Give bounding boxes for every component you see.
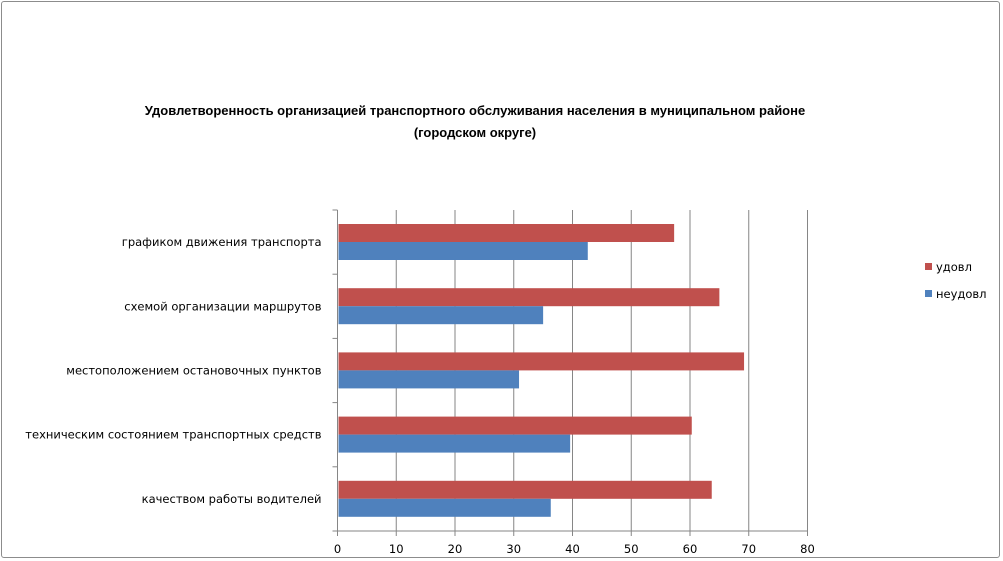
- x-tick-label: 30: [506, 542, 521, 556]
- bar-неудовл: [338, 498, 551, 517]
- legend-swatch-удовл: [925, 263, 932, 270]
- category-label: качеством работы водителей: [142, 492, 322, 506]
- bar-неудовл: [338, 434, 571, 453]
- legend-label: удовл: [936, 260, 972, 274]
- category-label: местоположением остановочных пунктов: [66, 364, 321, 378]
- bar-удовл: [338, 288, 720, 307]
- x-tick-label: 10: [389, 542, 404, 556]
- bar-удовл: [338, 224, 675, 242]
- x-tick-label: 70: [741, 542, 756, 556]
- chart-title-line-2: (городском округе): [413, 125, 537, 140]
- legend-label: неудовл: [936, 287, 987, 301]
- category-label: графиком движения транспорта: [122, 235, 322, 249]
- bar-удовл: [338, 480, 712, 499]
- category-label: схемой организации маршрутов: [124, 299, 321, 313]
- bar-неудовл: [338, 242, 588, 260]
- x-tick-label: 40: [565, 542, 580, 556]
- x-tick-label: 0: [334, 542, 341, 556]
- bar-неудовл: [338, 370, 520, 389]
- chart-title: Удовлетворенность организацией транспорт…: [60, 100, 890, 144]
- category-label: техническим состоянием транспортных сред…: [25, 428, 321, 442]
- bar-удовл: [338, 352, 745, 371]
- x-tick-label: 80: [800, 542, 815, 556]
- bar-удовл: [338, 416, 692, 435]
- x-tick-label: 60: [683, 542, 698, 556]
- x-tick-label: 50: [624, 542, 639, 556]
- x-tick-label: 20: [448, 542, 463, 556]
- chart-title-line-1: Удовлетворенность организацией транспорт…: [144, 103, 806, 118]
- legend-swatch-неудовл: [925, 290, 932, 297]
- bar-неудовл: [338, 306, 544, 325]
